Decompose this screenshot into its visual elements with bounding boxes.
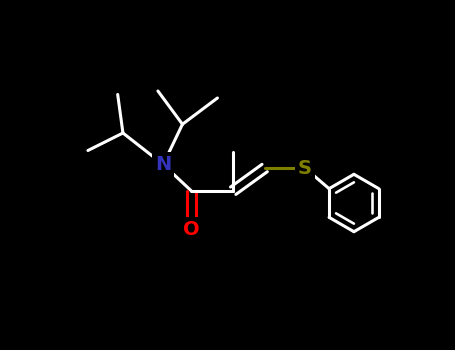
Text: S: S: [298, 159, 312, 177]
Text: O: O: [183, 220, 199, 239]
Text: N: N: [155, 155, 172, 174]
